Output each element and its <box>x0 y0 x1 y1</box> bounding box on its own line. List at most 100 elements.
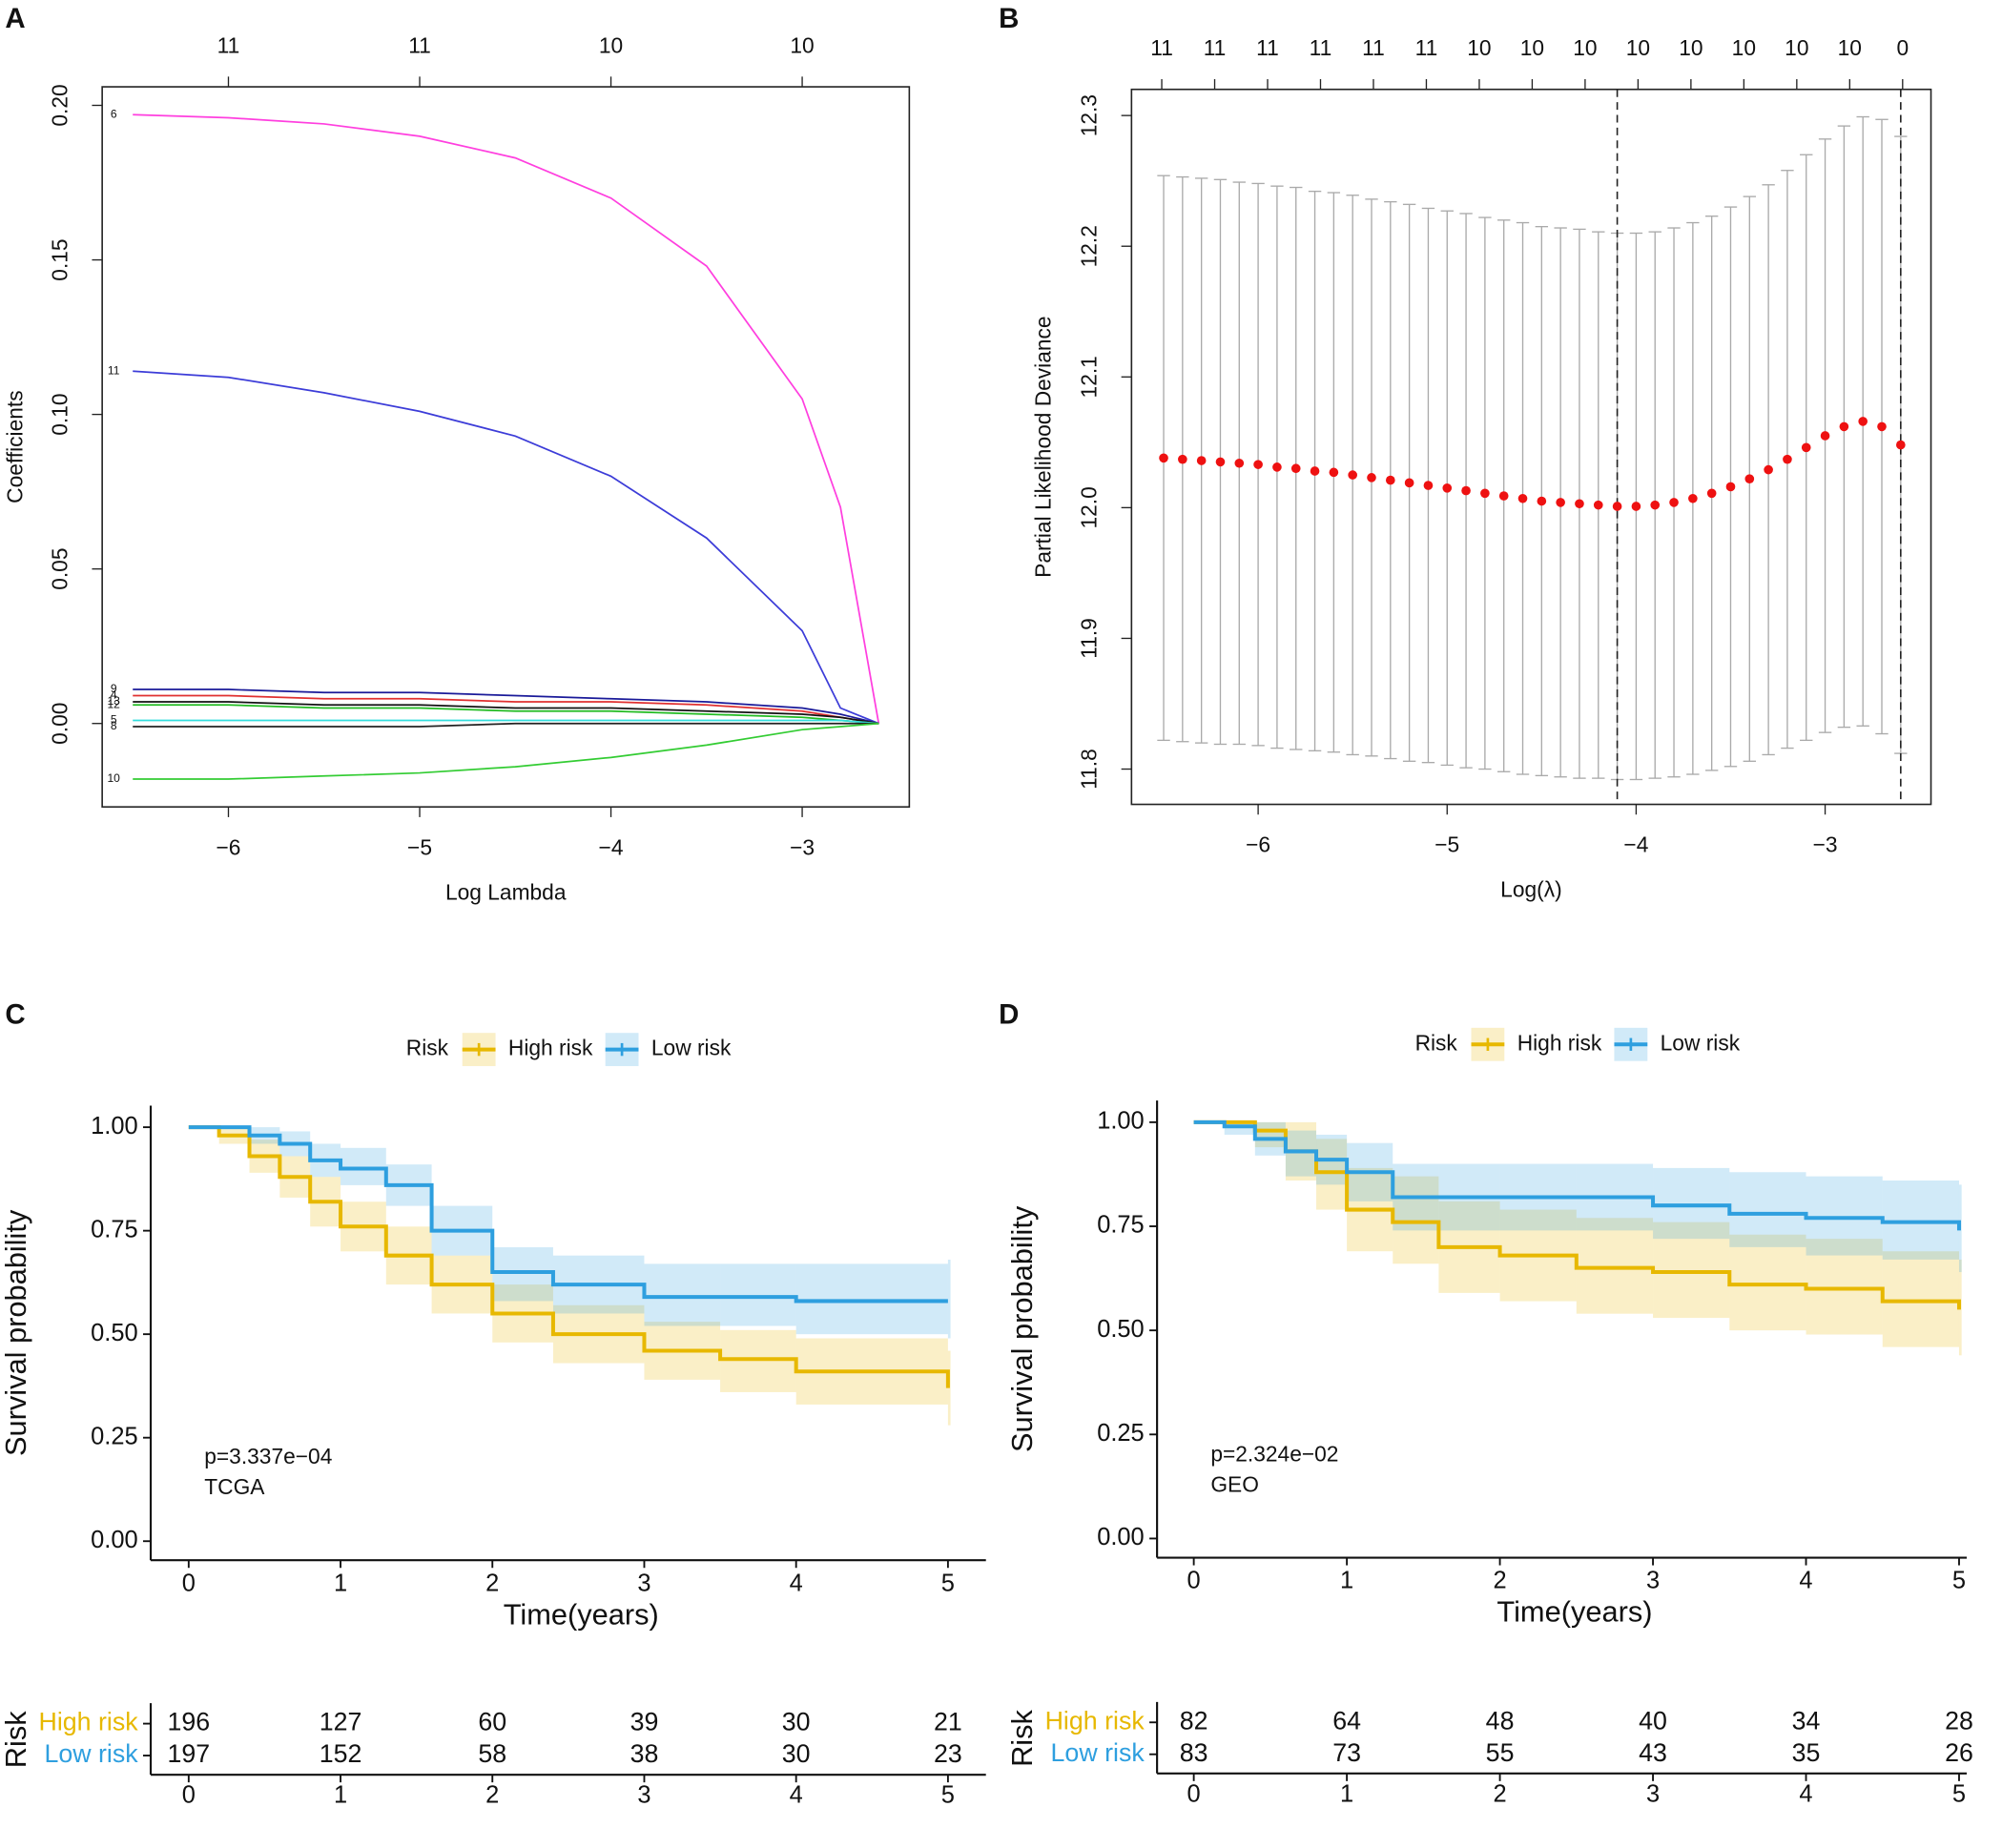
survival-curve <box>188 1125 948 1304</box>
annotation: p=3.337e−04 <box>204 1444 332 1468</box>
y-tick-label: 0.00 <box>1097 1524 1145 1550</box>
top-tick-label: 11 <box>408 33 431 58</box>
table-time-label: 1 <box>334 1782 347 1809</box>
top-tick-label: 11 <box>217 33 240 58</box>
confidence-band <box>1254 1121 1286 1148</box>
risk-count: 152 <box>320 1739 362 1768</box>
x-tick-label: 1 <box>1340 1568 1353 1594</box>
confidence-band <box>720 1263 796 1326</box>
table-time-label: 0 <box>182 1782 196 1809</box>
point <box>1196 456 1207 465</box>
confidence-band <box>1653 1167 1730 1240</box>
coef-line <box>133 113 880 724</box>
coef-line <box>133 719 879 725</box>
top-tick-label: 11 <box>1362 35 1385 60</box>
line-label: 13 <box>107 694 120 708</box>
annotation: p=2.324e−02 <box>1210 1441 1338 1466</box>
line-label: 8 <box>111 719 117 732</box>
risk-count: 127 <box>320 1708 362 1736</box>
top-tick-label: 11 <box>1310 35 1332 60</box>
top-tick-label: 10 <box>599 33 623 58</box>
x-tick-label: −6 <box>1246 832 1270 857</box>
x-tick-label: 4 <box>790 1570 803 1596</box>
y-tick-label: 12.1 <box>1077 356 1102 398</box>
risk-count: 197 <box>167 1739 210 1768</box>
line-label: 4 <box>111 688 117 702</box>
confidence-band <box>1882 1251 1959 1347</box>
risk-count: 83 <box>1180 1738 1208 1767</box>
table-time-label: 2 <box>1493 1780 1506 1807</box>
top-tick-label: 10 <box>790 33 814 58</box>
coef-line <box>133 722 879 728</box>
risk-count: 64 <box>1332 1706 1361 1735</box>
coef-line <box>133 688 879 725</box>
point <box>1575 499 1584 509</box>
x-axis-title: Time(years) <box>504 1597 659 1631</box>
table-time-label: 2 <box>485 1782 499 1809</box>
point <box>1423 481 1434 490</box>
risk-count: 55 <box>1486 1738 1515 1767</box>
x-tick-label: 3 <box>1646 1568 1660 1594</box>
table-time-label: 3 <box>637 1782 650 1809</box>
top-tick-label: 10 <box>1467 35 1491 60</box>
legend-label: High risk <box>508 1036 593 1060</box>
risk-count: 35 <box>1792 1738 1821 1767</box>
x-tick-label: 2 <box>485 1570 499 1596</box>
risk-count: 196 <box>167 1708 210 1736</box>
legend-label: High risk <box>1517 1030 1602 1055</box>
point <box>1669 498 1679 507</box>
x-tick-label: 3 <box>637 1570 650 1596</box>
survival-curve <box>188 1125 950 1388</box>
x-tick-label: −5 <box>1434 832 1459 857</box>
plot-box <box>1130 88 1932 806</box>
point <box>1442 483 1453 493</box>
panel-letter: D <box>999 999 1019 1031</box>
y-tick-label: 0.20 <box>47 84 72 126</box>
risk-count: 39 <box>630 1708 659 1736</box>
x-tick-label: −5 <box>407 834 432 859</box>
y-tick-label: 0.25 <box>91 1423 138 1449</box>
point <box>1801 442 1811 453</box>
y-tick-label: 12.2 <box>1077 225 1102 267</box>
point <box>1234 458 1245 468</box>
table-title: Risk <box>0 1711 32 1768</box>
risk-count: 23 <box>934 1739 962 1768</box>
line-label: 12 <box>107 697 120 710</box>
point <box>1272 462 1282 472</box>
top-tick-label: 10 <box>1732 35 1756 60</box>
panel-letter: C <box>5 999 25 1031</box>
point <box>1404 478 1414 488</box>
x-tick-label: 5 <box>941 1570 955 1596</box>
top-tick-label: 11 <box>1204 35 1227 60</box>
annotation: GEO <box>1210 1472 1259 1497</box>
top-tick-label: 0 <box>1896 35 1909 60</box>
coef-line <box>133 722 879 780</box>
confidence-band <box>1806 1176 1883 1256</box>
x-tick-label: 0 <box>1187 1568 1201 1594</box>
top-tick-label: 10 <box>1838 35 1862 60</box>
top-tick-label: 10 <box>1785 35 1808 60</box>
confidence-band <box>492 1247 553 1302</box>
top-tick-label: 10 <box>1573 35 1597 60</box>
confidence-band <box>1882 1180 1959 1260</box>
risk-count: 73 <box>1332 1738 1361 1767</box>
confidence-band <box>1653 1222 1730 1319</box>
top-tick-label: 11 <box>1256 35 1279 60</box>
point <box>1385 475 1395 485</box>
legend-title: Risk <box>1415 1030 1458 1055</box>
y-axis-title: Coefficients <box>2 390 27 503</box>
x-tick-label: −4 <box>599 834 624 859</box>
x-tick-label: 2 <box>1493 1568 1506 1594</box>
y-tick-label: 12.3 <box>1077 94 1102 136</box>
risk-count: 38 <box>630 1739 659 1768</box>
confidence-band <box>720 1329 796 1392</box>
table-time-label: 0 <box>1187 1780 1201 1807</box>
panel-letter: A <box>5 3 25 34</box>
point <box>1498 491 1509 501</box>
x-tick-label: −3 <box>790 834 815 859</box>
y-tick-label: 0.05 <box>47 548 72 590</box>
confidence-band <box>1285 1130 1317 1177</box>
y-tick-label: 0.10 <box>47 393 72 435</box>
panel-letter: B <box>999 3 1019 34</box>
